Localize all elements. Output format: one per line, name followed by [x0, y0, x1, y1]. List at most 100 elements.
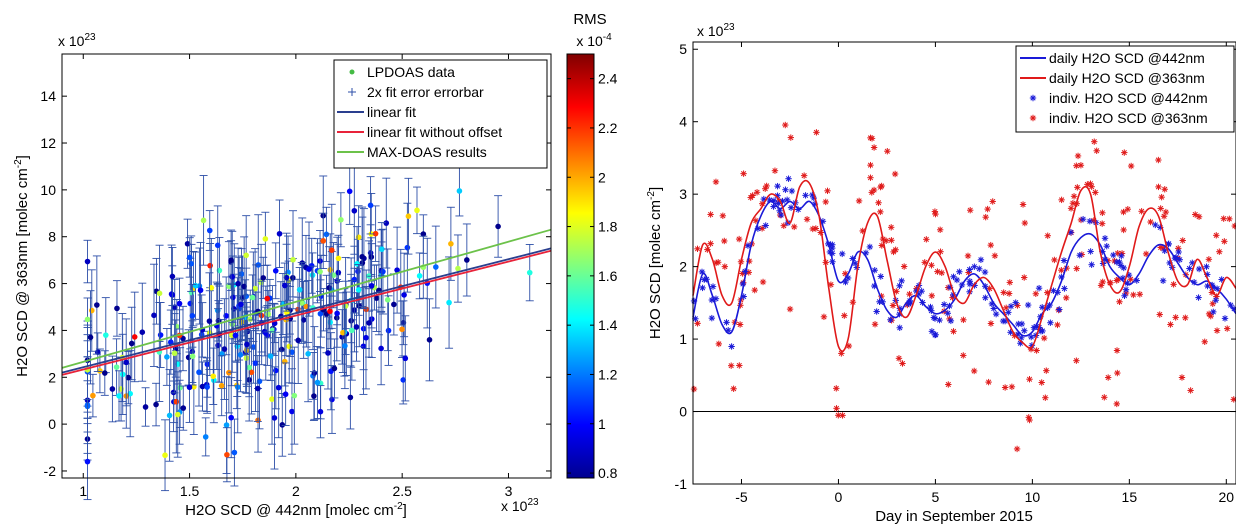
star-stroke	[791, 224, 797, 230]
star-stroke	[1061, 257, 1067, 264]
star-marker	[708, 314, 716, 322]
star-stroke	[763, 222, 769, 229]
data-point	[230, 294, 236, 301]
star-marker	[877, 183, 884, 191]
data-point	[279, 422, 286, 428]
star-marker	[871, 321, 879, 328]
star-marker	[1121, 292, 1128, 299]
star-marker	[1073, 162, 1080, 169]
data-point	[414, 207, 420, 214]
star-stroke	[1114, 347, 1120, 354]
data-point	[291, 392, 298, 399]
star-stroke	[1180, 237, 1186, 244]
star-stroke	[1176, 249, 1182, 255]
star-stroke	[941, 301, 947, 308]
star-marker	[727, 362, 735, 369]
star-stroke	[1124, 280, 1130, 286]
star-stroke	[1202, 339, 1208, 345]
legend-label: indiv. H2O SCD @442nm	[1049, 90, 1208, 106]
star-marker	[1161, 186, 1168, 193]
colorbar-tick-label: 2.4	[598, 71, 618, 87]
star-marker	[1073, 265, 1080, 272]
data-point	[296, 286, 303, 293]
star-stroke	[1089, 184, 1095, 190]
star-marker	[931, 315, 939, 322]
star-marker	[1118, 252, 1125, 260]
star-marker	[966, 278, 974, 285]
star-marker	[945, 381, 952, 388]
star-marker	[867, 161, 874, 169]
star-marker	[870, 144, 878, 151]
star-stroke	[845, 275, 851, 281]
star-marker	[1088, 183, 1095, 190]
star-stroke	[1054, 322, 1061, 328]
star-marker	[1104, 374, 1112, 381]
star-marker	[1079, 215, 1087, 223]
star-marker	[992, 310, 1000, 318]
legend-label: MAX-DOAS results	[367, 144, 487, 160]
fit-lines	[61, 228, 552, 376]
star-stroke	[967, 278, 973, 284]
star-marker	[896, 324, 903, 331]
data-point	[241, 283, 247, 290]
star-stroke	[1104, 243, 1110, 249]
star-marker	[1061, 285, 1068, 292]
star-marker	[1113, 400, 1120, 408]
star-stroke	[789, 188, 795, 194]
star-stroke	[785, 176, 792, 182]
data-point	[360, 343, 367, 350]
x-tick-label: 1.5	[180, 483, 200, 499]
star-stroke	[722, 264, 728, 270]
star-marker	[971, 263, 978, 270]
star-marker	[1033, 347, 1040, 354]
star-marker	[866, 243, 874, 251]
data-point	[210, 373, 217, 380]
star-marker	[715, 340, 723, 348]
star-marker	[1028, 333, 1035, 341]
star-marker	[1201, 338, 1208, 345]
data-point	[228, 414, 234, 421]
star-marker	[841, 312, 848, 319]
star-stroke	[1173, 314, 1179, 321]
star-stroke	[1007, 279, 1013, 286]
star-marker	[1006, 279, 1013, 286]
daily-line	[692, 200, 1236, 337]
data-point	[173, 398, 180, 405]
data-point	[399, 326, 405, 333]
star-stroke	[740, 171, 747, 177]
star-marker	[1182, 314, 1189, 321]
star-marker	[896, 282, 903, 289]
star-stroke	[1213, 297, 1219, 303]
star-stroke	[1177, 257, 1183, 263]
star-stroke	[1006, 290, 1012, 297]
star-stroke	[787, 306, 793, 312]
star-stroke	[1221, 238, 1227, 244]
data-point	[317, 310, 324, 317]
star-stroke	[1030, 115, 1036, 121]
star-marker	[1117, 262, 1125, 269]
star-marker	[762, 222, 769, 229]
data-point	[305, 351, 311, 357]
fit-line	[61, 247, 552, 374]
star-marker	[786, 305, 794, 313]
data-point	[446, 299, 452, 306]
data-point	[281, 282, 288, 289]
data-point	[273, 367, 279, 374]
star-marker	[867, 174, 874, 181]
star-stroke	[782, 122, 788, 128]
star-stroke	[1039, 379, 1045, 386]
star-marker	[970, 367, 978, 375]
star-stroke	[774, 183, 781, 189]
star-stroke	[709, 315, 715, 321]
star-stroke	[976, 266, 982, 272]
star-stroke	[993, 311, 999, 317]
star-marker	[944, 310, 952, 317]
star-marker	[1039, 327, 1046, 335]
star-marker	[887, 316, 894, 323]
star-marker	[1005, 290, 1013, 297]
star-stroke	[1128, 163, 1134, 169]
star-stroke	[937, 249, 944, 255]
data-point	[153, 401, 159, 408]
star-stroke	[869, 189, 875, 195]
star-stroke	[694, 246, 701, 252]
